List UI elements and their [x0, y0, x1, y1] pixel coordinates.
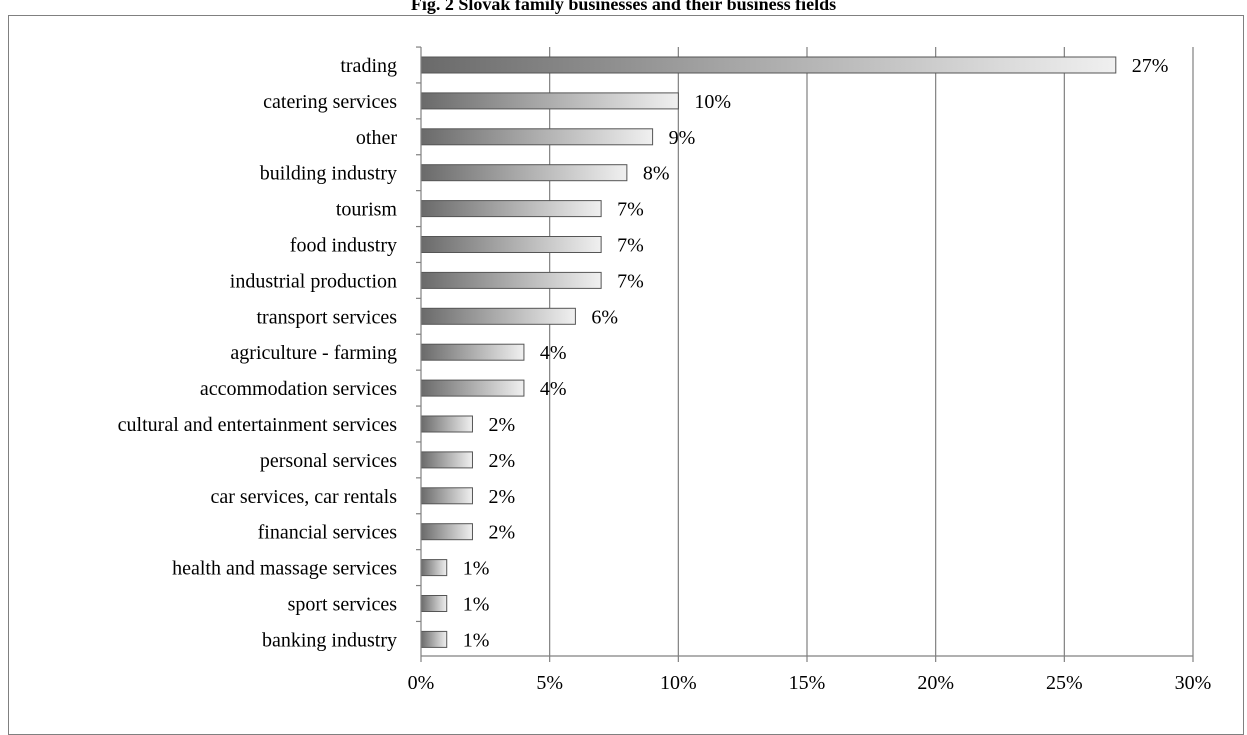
bar — [420, 343, 525, 361]
bar-value-label: 1% — [463, 594, 490, 616]
category-labels: trading catering services other building in… — [118, 55, 398, 651]
category-label: trading — [340, 55, 397, 77]
bars: 27% 10% 9% 8% 7% 7% 7% 6% 4% 4% 2% 2% 2% 2% 1% 1% 1% — [420, 55, 1169, 651]
x-tick-label: 20% — [917, 672, 954, 694]
bar — [420, 307, 576, 325]
category-label: agriculture - farming — [230, 342, 397, 364]
bar — [420, 415, 473, 433]
bar — [420, 56, 1117, 74]
bar-value-label: 4% — [540, 342, 567, 364]
bar — [420, 523, 473, 541]
bar-value-label: 27% — [1132, 55, 1169, 77]
bar-chart: 27% 10% 9% 8% 7% 7% 7% 6% 4% 4% 2% 2% 2% 2% 1% 1% 1% tra… — [118, 46, 1212, 694]
x-tick-label: 0% — [408, 672, 435, 694]
bar-value-label: 7% — [617, 270, 644, 292]
category-label: catering services — [263, 91, 397, 113]
bar-value-label: 6% — [591, 306, 618, 328]
bar-value-label: 2% — [488, 522, 515, 544]
bar-value-label: 8% — [643, 163, 670, 185]
bar-value-label: 7% — [617, 199, 644, 221]
category-label: industrial production — [230, 270, 397, 292]
bar-value-label: 7% — [617, 235, 644, 257]
bar-value-label: 10% — [694, 91, 731, 113]
bar — [420, 236, 602, 253]
category-label: other — [356, 127, 397, 149]
bar — [420, 559, 448, 577]
bar — [420, 200, 602, 218]
bar — [420, 92, 679, 110]
bar — [420, 164, 628, 182]
category-label: tourism — [336, 199, 398, 221]
x-tick-label: 25% — [1046, 672, 1083, 694]
category-label: building industry — [260, 163, 397, 185]
category-label: sport services — [288, 594, 398, 616]
category-label: personal services — [260, 450, 397, 472]
category-label: car services, car rentals — [210, 486, 397, 508]
gridlines — [549, 47, 1194, 656]
category-label: transport services — [256, 306, 397, 328]
category-label: cultural and entertainment services — [118, 414, 398, 436]
x-tick-label: 15% — [789, 672, 826, 694]
bar-value-label: 1% — [463, 558, 490, 580]
bar-value-label: 2% — [488, 414, 515, 436]
x-tick-label: 30% — [1175, 672, 1212, 694]
bar-value-label: 2% — [488, 450, 515, 472]
bar — [420, 271, 602, 289]
chart-title: Fig. 2 Slovak family businesses and thei… — [410, 0, 837, 14]
bar-value-label: 9% — [669, 127, 696, 149]
x-tick-label: 10% — [660, 672, 697, 694]
bar — [420, 630, 448, 648]
bar-value-label: 2% — [488, 486, 515, 508]
bar — [420, 379, 525, 397]
x-axis: 0% 5% 10% 15% 20% 25% 30% — [408, 46, 1212, 694]
category-label: food industry — [290, 235, 397, 257]
bar — [420, 487, 473, 505]
category-label: accommodation services — [200, 378, 397, 400]
x-tick-label: 5% — [536, 672, 563, 694]
bar-value-label: 1% — [463, 629, 490, 651]
bar-value-label: 4% — [540, 378, 567, 400]
category-label: financial services — [258, 522, 398, 544]
bar — [420, 128, 654, 146]
bar — [420, 595, 448, 612]
bar — [420, 451, 473, 469]
category-label: health and massage services — [172, 558, 397, 580]
category-label: banking industry — [262, 629, 397, 651]
